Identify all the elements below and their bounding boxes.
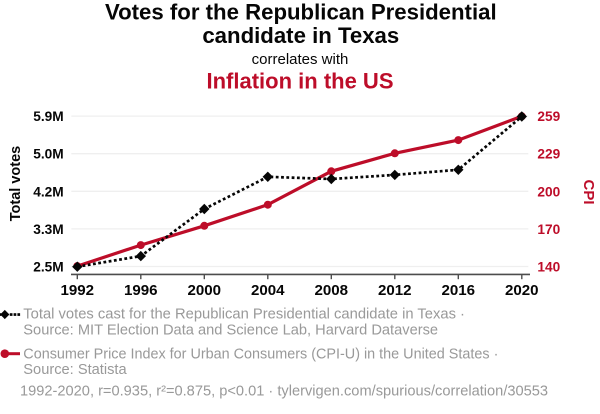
svg-text:Source: MIT Election Data and: Source: MIT Election Data and Science La… (23, 322, 438, 338)
svg-text:2016: 2016 (442, 282, 476, 299)
svg-text:200: 200 (537, 184, 560, 199)
svg-text:2004: 2004 (251, 282, 285, 299)
svg-text:4.2M: 4.2M (33, 184, 63, 199)
svg-text:1992-2020, r=0.935, r²=0.875,: 1992-2020, r=0.935, r²=0.875, p<0.01 · t… (20, 384, 548, 400)
svg-text:correlates with: correlates with (252, 51, 349, 68)
svg-text:229: 229 (537, 147, 560, 162)
svg-text:Source: Statista: Source: Statista (23, 362, 127, 378)
svg-text:170: 170 (537, 222, 560, 237)
svg-text:3.3M: 3.3M (33, 222, 63, 237)
svg-text:140: 140 (537, 260, 560, 275)
svg-text:Total votes: Total votes (8, 146, 24, 221)
svg-text:Votes for the Republican Presi: Votes for the Republican Presidential (105, 0, 497, 25)
svg-text:1996: 1996 (124, 282, 158, 299)
svg-text:259: 259 (537, 109, 560, 124)
svg-text:5.0M: 5.0M (33, 147, 63, 162)
svg-text:Consumer Price Index for Urban: Consumer Price Index for Urban Consumers… (23, 347, 498, 363)
svg-text:5.9M: 5.9M (33, 109, 63, 124)
svg-text:candidate in Texas: candidate in Texas (202, 23, 399, 48)
svg-text:Total votes cast for the Repub: Total votes cast for the Republican Pres… (23, 307, 465, 323)
svg-text:2008: 2008 (315, 282, 349, 299)
svg-text:Inflation in the US: Inflation in the US (207, 68, 394, 93)
svg-text:2012: 2012 (378, 282, 412, 299)
svg-text:1992: 1992 (61, 282, 95, 299)
svg-text:2.5M: 2.5M (33, 260, 63, 275)
svg-text:2020: 2020 (505, 282, 539, 299)
svg-text:2000: 2000 (188, 282, 222, 299)
svg-text:CPI: CPI (580, 179, 597, 204)
